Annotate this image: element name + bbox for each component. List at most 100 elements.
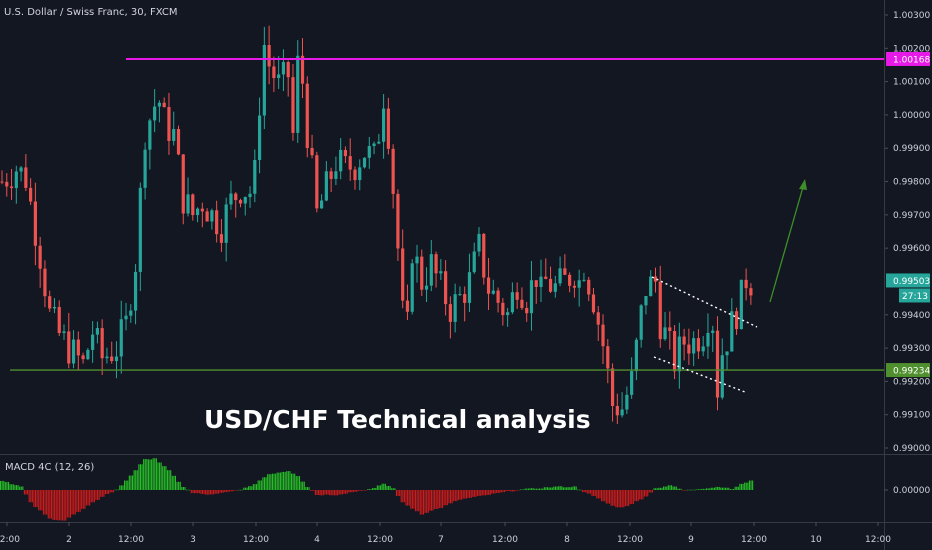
macd-bar (373, 487, 375, 490)
candle-body (24, 167, 28, 188)
macd-bar (205, 490, 207, 495)
candle-body (253, 159, 257, 194)
macd-bar (718, 486, 720, 490)
macd-bar (389, 485, 391, 490)
candle-body (706, 332, 710, 347)
macd-bar (505, 490, 507, 491)
macd-bar (430, 490, 432, 511)
macd-bar (42, 490, 45, 515)
macd-bar (655, 488, 657, 490)
candle-body (157, 102, 162, 107)
macd-bar (578, 489, 580, 491)
macd-bar (357, 490, 359, 491)
candle-body (172, 129, 176, 141)
macd-bar (413, 490, 415, 509)
macd-bar (601, 490, 603, 502)
macd-bar (182, 486, 184, 490)
candle-body (81, 355, 85, 360)
macd-bar (349, 490, 351, 493)
candle-body (639, 305, 643, 340)
candle-body (677, 336, 681, 372)
macd-bar (686, 489, 688, 491)
projection-arrow-line[interactable] (769, 186, 804, 303)
macd-bar (537, 488, 539, 490)
macd-bar (387, 485, 390, 490)
candle-body (672, 331, 677, 372)
macd-bar (233, 490, 235, 491)
candle-body (477, 233, 481, 252)
macd-bar (198, 490, 200, 494)
macd-bar (624, 490, 626, 507)
time-tick-label: 12:00 (367, 535, 393, 545)
candle-body (133, 271, 138, 311)
macd-bar (586, 490, 588, 494)
macd-bar (507, 490, 509, 491)
macd-bar (222, 490, 224, 493)
price-tick-label: 0.99200 (893, 377, 930, 387)
candle-body (162, 102, 166, 108)
macd-bar (160, 462, 162, 490)
channel-lower-line[interactable] (653, 356, 746, 393)
macd-bar (613, 490, 615, 506)
macd-bar (698, 489, 700, 490)
macd-axis[interactable]: 0.00000 (884, 486, 930, 496)
candle-body (658, 281, 662, 340)
candle-body (663, 327, 667, 340)
candle-body (424, 285, 429, 290)
macd-bar (602, 490, 604, 502)
macd-bar (472, 490, 474, 497)
candle-body (391, 148, 395, 194)
macd-bar (20, 486, 22, 490)
candle-body (119, 319, 123, 357)
macd-bar (135, 470, 137, 490)
macd-bar (639, 490, 641, 500)
macd-bar (717, 486, 719, 490)
macd-bar (626, 490, 628, 507)
macd-bar (688, 489, 690, 491)
macd-bar (545, 487, 547, 490)
candle-body (305, 83, 309, 149)
macd-bar (367, 489, 369, 490)
macd-bar (524, 488, 526, 490)
macd-bar (290, 473, 293, 490)
macd-bar (381, 483, 383, 490)
macd-bar (89, 490, 91, 506)
macd-bar (489, 490, 491, 495)
macd-bar (634, 490, 636, 502)
macd-bar (189, 489, 191, 491)
macd-bar (36, 490, 38, 508)
candle-body (725, 351, 729, 356)
candle-body (57, 306, 61, 334)
macd-bar (170, 470, 172, 490)
macd-bar (305, 487, 307, 490)
analysis-annotation[interactable]: USD/CHF Technical analysis (204, 405, 591, 434)
horizontal-levels[interactable] (10, 57, 884, 371)
macd-bar (546, 487, 549, 490)
macd-bar (157, 462, 159, 490)
candle-body (200, 208, 204, 212)
candle-body (86, 349, 90, 360)
price-axis[interactable]: 1.00300 1.00200 1.00100 1.00000 0.99900 0.998… (893, 11, 930, 454)
candle-body (272, 66, 276, 79)
macd-bar (726, 487, 728, 490)
macd-bar (359, 490, 361, 491)
macd-title: MACD 4C (12, 26) (5, 462, 94, 473)
candle-body (334, 171, 338, 179)
macd-bar (376, 485, 378, 490)
macd-bar (267, 474, 269, 490)
macd-bar (397, 490, 399, 497)
candle-body (696, 338, 701, 352)
channel-upper-line[interactable] (651, 276, 758, 328)
macd-bar (23, 490, 25, 495)
time-tick-label: 12:00 (617, 535, 643, 545)
macd-bar (228, 490, 231, 492)
candle-body (506, 312, 510, 316)
macd-bar (49, 490, 51, 519)
macd-bar (152, 458, 154, 490)
macd-bar (243, 487, 245, 490)
candle-body (453, 294, 457, 322)
time-axis[interactable]: 12:00 2 12:00 3 12:00 4 12:00 7 12:00 8 12:00 9 12:0… (0, 522, 891, 545)
macd-bar (523, 489, 525, 491)
bar-countdown-badge (899, 288, 930, 303)
